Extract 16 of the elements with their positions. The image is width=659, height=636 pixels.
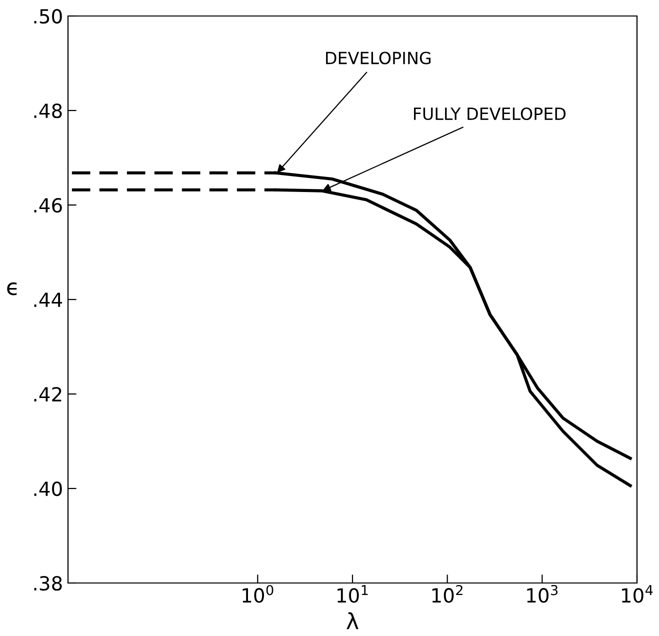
x-tick-label: 10$^{1}$ <box>338 585 368 603</box>
x-tick-label: 10$^{4}$ <box>622 585 653 603</box>
y-tick-label: .46 <box>34 198 62 213</box>
y-tick-label: .40 <box>34 481 62 496</box>
y-tick-label: .38 <box>34 576 62 591</box>
y-tick-label: .50 <box>34 8 62 24</box>
y-axis-title: ϵ <box>7 282 17 296</box>
x-tick-label: 10$^{3}$ <box>527 584 558 603</box>
x-tick-label: 10$^{0}$ <box>242 584 274 603</box>
x-tick-label: 10$^{2}$ <box>432 584 462 603</box>
y-tick-label: .44 <box>34 292 62 307</box>
y-tick-label: .48 <box>34 103 62 118</box>
annotation: DEVELOPING <box>326 52 431 64</box>
y-tick-label: .42 <box>34 386 62 402</box>
annotation: FULLY DEVELOPED <box>414 107 566 120</box>
x-axis-title: λ <box>346 612 358 630</box>
